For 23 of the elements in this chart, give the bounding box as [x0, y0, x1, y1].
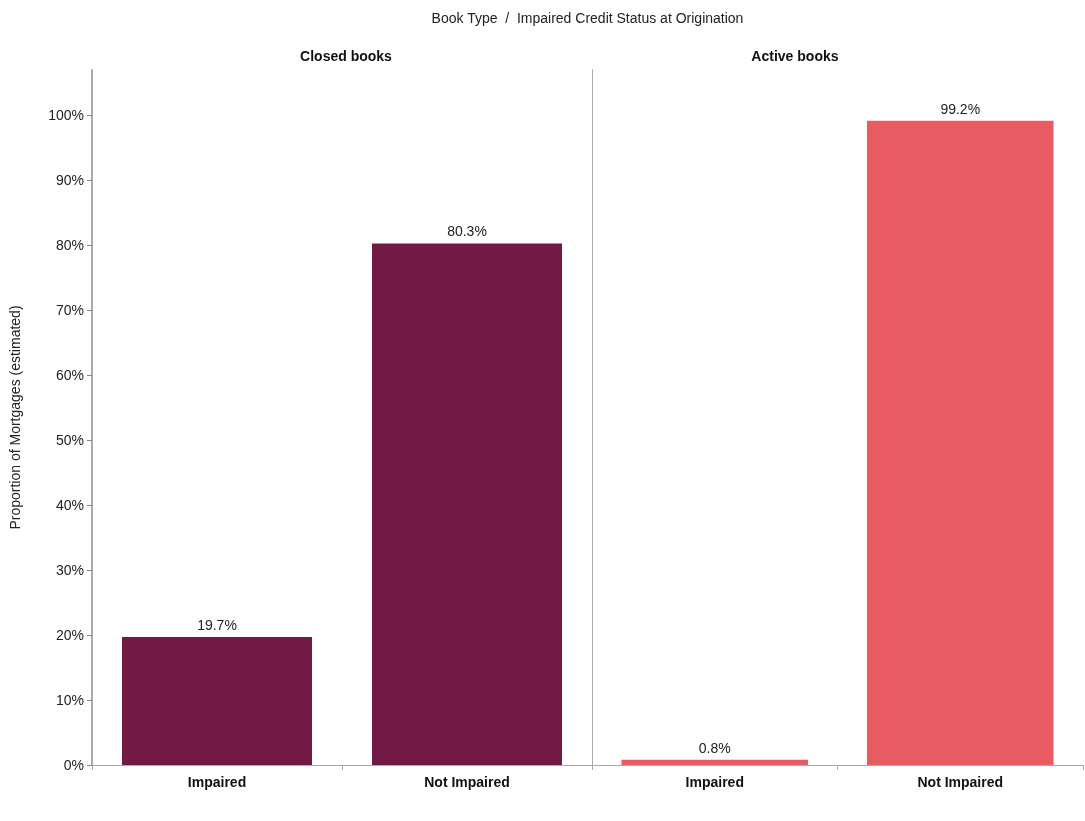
y-tick-label: 60%	[55, 367, 84, 384]
y-axis-title: Proportion of Mortgages (estimated)	[7, 305, 23, 530]
x-tick-label: Not Impaired	[424, 774, 510, 790]
y-tick-label: 30%	[55, 562, 84, 579]
data-label: 80.3%	[447, 223, 487, 240]
x-axis-title: Book Type / Impaired Credit Status at Origination	[430, 10, 745, 26]
y-tick-label: 90%	[55, 172, 84, 189]
y-tick-label: 20%	[55, 627, 84, 644]
data-label: 0.8%	[698, 739, 731, 756]
y-tick-label: 10%	[55, 692, 84, 709]
y-tick-label: 40%	[55, 497, 84, 514]
y-tick-label: 50%	[55, 432, 84, 449]
x-tick-label: Impaired	[187, 774, 247, 790]
y-tick-label: 80%	[55, 237, 84, 254]
chart-title: Active books	[751, 48, 839, 64]
y-tick-label: 70%	[55, 302, 84, 319]
data-label: 99.2%	[940, 100, 981, 117]
chart-title: Closed books	[300, 48, 393, 64]
y-tick-label: 0%	[63, 757, 84, 773]
x-tick-label: Not Impaired	[917, 774, 1004, 790]
x-tick-label: Impaired	[685, 774, 744, 790]
y-tick-label: 100%	[48, 107, 84, 124]
data-label: 19.7%	[197, 617, 237, 634]
